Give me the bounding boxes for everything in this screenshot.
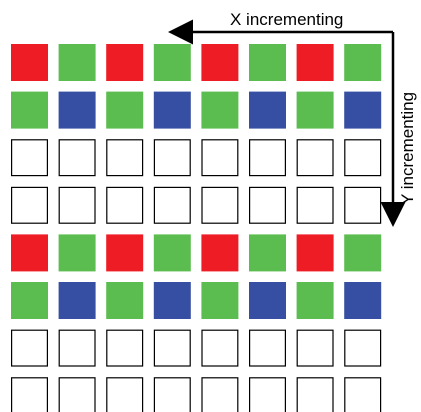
cell-red-r0-c0 (11, 44, 48, 81)
cell-empty-r3-c5 (249, 186, 287, 224)
cell-green-r4-c7 (344, 234, 382, 272)
cell-green-r0-c1 (58, 44, 96, 81)
cell-empty-r7-c2 (106, 377, 144, 412)
cell-red-r0-c6 (296, 44, 334, 81)
cell-red-r4-c6 (296, 234, 334, 272)
cell-empty-r7-c1 (58, 377, 96, 412)
cell-empty-r3-c7 (344, 186, 382, 224)
cell-green-r1-c6 (296, 91, 334, 129)
cell-empty-r2-c5 (249, 139, 287, 177)
cell-green-r0-c5 (249, 44, 286, 81)
cell-empty-r6-c6 (296, 329, 334, 367)
cell-blue-r1-c7 (344, 91, 382, 129)
cell-red-r0-c2 (106, 44, 144, 81)
cell-red-r0-c4 (201, 44, 239, 81)
cell-empty-r2-c7 (344, 139, 382, 177)
cell-empty-r7-c0 (11, 377, 48, 412)
cell-empty-r7-c7 (344, 377, 382, 412)
cell-green-r4-c3 (153, 234, 191, 272)
y-axis-label: Y incrementing (398, 92, 417, 205)
cell-empty-r2-c1 (58, 139, 96, 177)
cell-empty-r2-c6 (296, 139, 334, 177)
cell-empty-r2-c2 (106, 139, 144, 177)
cell-empty-r7-c4 (201, 377, 239, 412)
pixel-cells (11, 44, 382, 412)
cell-empty-r7-c6 (296, 377, 334, 412)
cell-blue-r1-c1 (58, 91, 96, 129)
cell-green-r4-c5 (249, 234, 286, 272)
cell-empty-r2-c0 (11, 139, 48, 177)
cell-blue-r1-c5 (249, 91, 286, 129)
cell-green-r5-c2 (106, 282, 144, 319)
cell-blue-r5-c7 (344, 282, 382, 319)
cell-empty-r2-c4 (201, 139, 239, 177)
cell-red-r4-c2 (106, 234, 144, 272)
cell-blue-r1-c3 (153, 91, 191, 129)
cell-empty-r3-c0 (11, 186, 48, 224)
cell-green-r5-c4 (201, 282, 239, 319)
cell-green-r4-c1 (58, 234, 96, 272)
cell-red-r4-c0 (11, 234, 48, 272)
cell-green-r1-c4 (201, 91, 239, 129)
cell-blue-r5-c1 (58, 282, 96, 319)
cell-green-r0-c3 (153, 44, 191, 81)
x-axis-label: X incrementing (230, 10, 343, 29)
cell-blue-r5-c3 (153, 282, 191, 319)
cell-empty-r3-c6 (296, 186, 334, 224)
cell-empty-r7-c3 (153, 377, 191, 412)
cell-green-r5-c6 (296, 282, 334, 319)
cell-blue-r5-c5 (249, 282, 286, 319)
cell-empty-r6-c2 (106, 329, 144, 367)
cell-empty-r6-c4 (201, 329, 239, 367)
cell-empty-r3-c1 (58, 186, 96, 224)
cell-empty-r7-c5 (249, 377, 287, 412)
cell-empty-r6-c0 (11, 329, 48, 367)
cell-empty-r3-c3 (153, 186, 191, 224)
cell-empty-r6-c7 (344, 329, 382, 367)
cell-green-r0-c7 (344, 44, 382, 81)
cell-empty-r6-c3 (153, 329, 191, 367)
cell-green-r1-c0 (11, 91, 48, 129)
cell-green-r1-c2 (106, 91, 144, 129)
cell-empty-r3-c4 (201, 186, 239, 224)
cell-empty-r2-c3 (153, 139, 191, 177)
cell-empty-r3-c2 (106, 186, 144, 224)
cell-empty-r6-c5 (249, 329, 287, 367)
cell-green-r5-c0 (11, 282, 48, 319)
cell-red-r4-c4 (201, 234, 239, 272)
cell-empty-r6-c1 (58, 329, 96, 367)
